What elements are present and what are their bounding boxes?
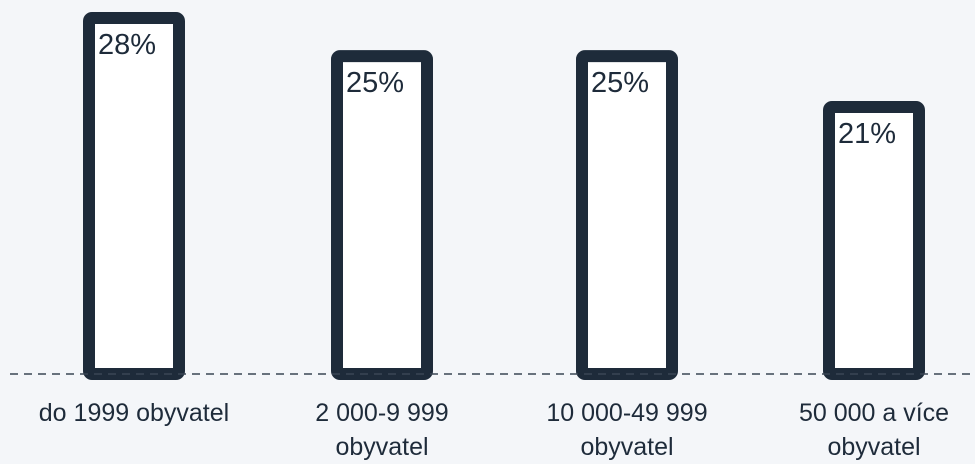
bar-3 [576, 50, 678, 381]
value-label-3: 25% [591, 67, 649, 99]
category-label-4-line-2: obyvatel [827, 433, 920, 461]
category-label-2-line-2: obyvatel [335, 433, 428, 461]
category-label-3-line-2: obyvatel [580, 433, 673, 461]
category-label-3-line-1: 10 000-49 999 [546, 399, 707, 427]
value-label-4: 21% [838, 118, 896, 150]
bar-1 [83, 12, 185, 380]
category-label-1-line-1: do 1999 obyvatel [39, 399, 229, 427]
labels-layer: 28% do 1999 obyvatel 25% 2 000-9 999 obyvate… [39, 29, 949, 461]
bars-layer [83, 12, 925, 381]
bar-2 [331, 50, 433, 381]
category-label-4-line-1: 50 000 a více [799, 399, 949, 427]
value-label-2: 25% [346, 67, 404, 99]
bar-4 [823, 101, 925, 380]
value-label-1: 28% [98, 29, 156, 61]
category-label-2-line-1: 2 000-9 999 [315, 399, 448, 427]
